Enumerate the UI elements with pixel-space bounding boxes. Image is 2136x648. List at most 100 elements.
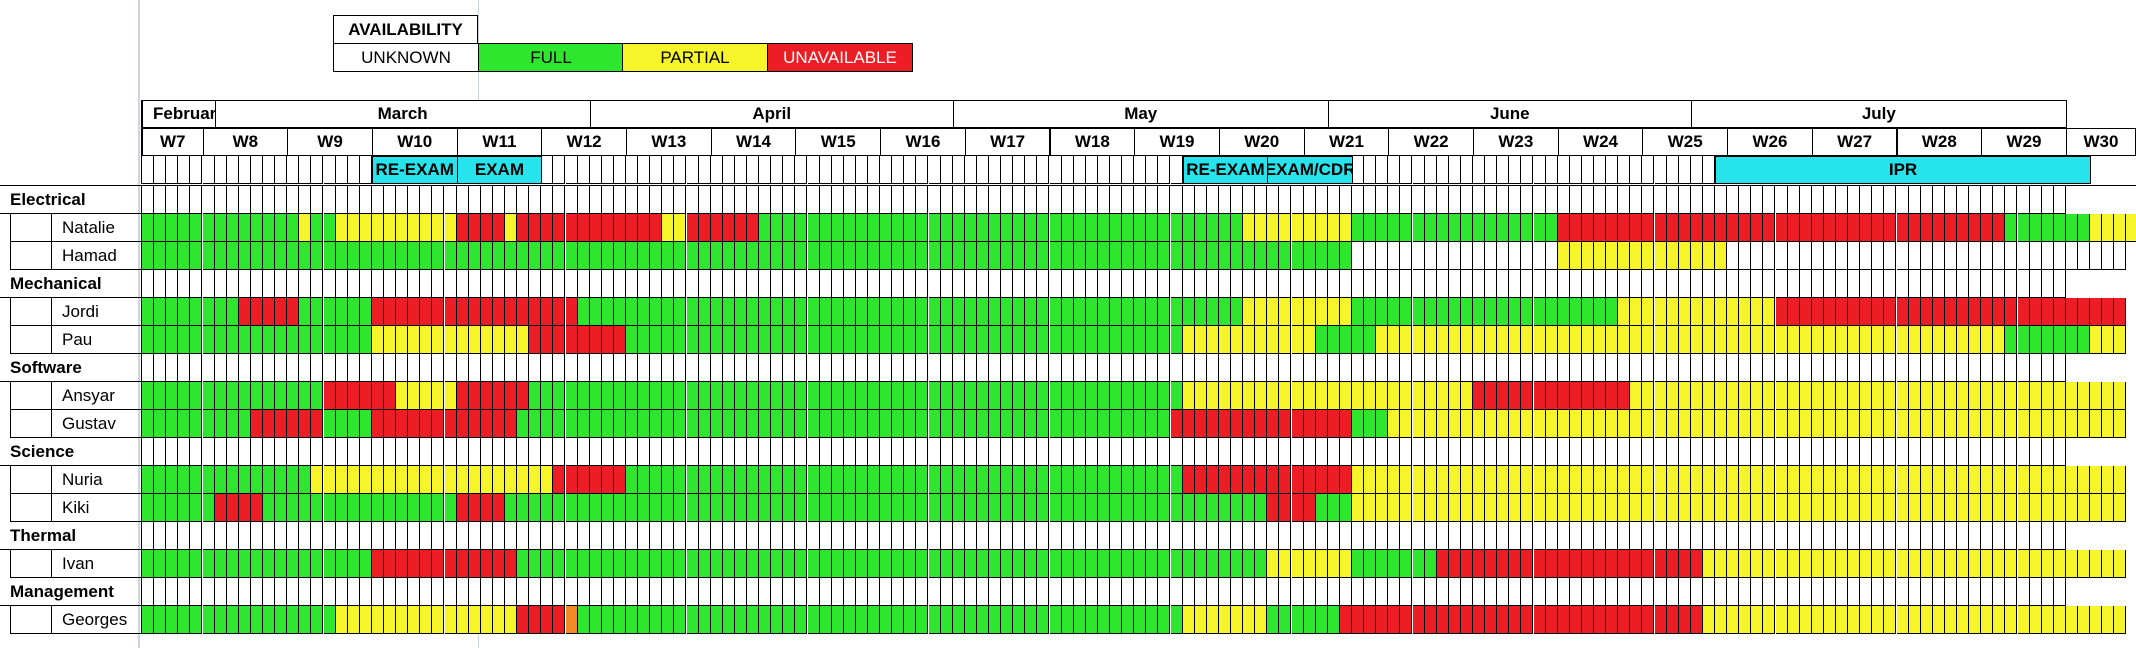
- availability-cell[interactable]: [1751, 382, 1764, 410]
- availability-cell[interactable]: [154, 550, 167, 578]
- availability-cell[interactable]: [1896, 326, 1909, 354]
- availability-cell[interactable]: [601, 410, 614, 438]
- availability-cell[interactable]: [1279, 214, 1292, 242]
- blank-day-cell[interactable]: [952, 354, 965, 382]
- availability-cell[interactable]: [734, 494, 747, 522]
- availability-cell[interactable]: [1944, 494, 1957, 522]
- availability-cell[interactable]: [2078, 326, 2091, 354]
- availability-cell[interactable]: [1073, 466, 1086, 494]
- availability-cell[interactable]: [1315, 494, 1328, 522]
- availability-cell[interactable]: [1908, 494, 1921, 522]
- availability-cell[interactable]: [505, 410, 518, 438]
- availability-cell[interactable]: [855, 494, 868, 522]
- blank-day-cell[interactable]: [384, 522, 397, 550]
- blank-day-cell[interactable]: [1763, 522, 1776, 550]
- availability-cell[interactable]: [1896, 550, 1909, 578]
- blank-day-cell[interactable]: [843, 578, 856, 606]
- availability-cell[interactable]: [396, 214, 409, 242]
- availability-cell[interactable]: [1327, 494, 1340, 522]
- day-cell[interactable]: [1134, 156, 1147, 184]
- availability-cell[interactable]: [2041, 550, 2054, 578]
- availability-cell[interactable]: [1122, 410, 1135, 438]
- availability-cell[interactable]: [1194, 298, 1207, 326]
- blank-day-cell[interactable]: [1013, 354, 1026, 382]
- availability-cell[interactable]: [250, 214, 263, 242]
- blank-day-cell[interactable]: [226, 522, 239, 550]
- blank-day-cell[interactable]: [1896, 578, 1909, 606]
- blank-day-cell[interactable]: [1182, 438, 1195, 466]
- availability-cell[interactable]: [1836, 606, 1849, 634]
- availability-cell[interactable]: [1702, 298, 1715, 326]
- availability-cell[interactable]: [928, 494, 941, 522]
- availability-cell[interactable]: [638, 298, 651, 326]
- availability-cell[interactable]: [1339, 298, 1352, 326]
- availability-cell[interactable]: [1158, 466, 1171, 494]
- availability-cell[interactable]: [1666, 242, 1679, 270]
- availability-cell[interactable]: [1944, 326, 1957, 354]
- availability-cell[interactable]: [517, 382, 530, 410]
- blank-day-cell[interactable]: [686, 186, 699, 214]
- availability-cell[interactable]: [154, 466, 167, 494]
- week-header[interactable]: W8: [202, 128, 289, 156]
- availability-cell[interactable]: [347, 214, 360, 242]
- availability-cell[interactable]: [1618, 326, 1631, 354]
- availability-cell[interactable]: [1836, 382, 1849, 410]
- availability-cell[interactable]: [1957, 550, 1970, 578]
- availability-cell[interactable]: [1424, 326, 1437, 354]
- availability-cell[interactable]: [2102, 606, 2115, 634]
- blank-day-cell[interactable]: [553, 438, 566, 466]
- availability-cell[interactable]: [1073, 298, 1086, 326]
- blank-day-cell[interactable]: [1231, 270, 1244, 298]
- availability-cell[interactable]: [2078, 466, 2091, 494]
- availability-cell[interactable]: [686, 410, 699, 438]
- blank-day-cell[interactable]: [456, 354, 469, 382]
- availability-cell[interactable]: [1860, 242, 1873, 270]
- week-header[interactable]: W16: [880, 128, 966, 156]
- availability-cell[interactable]: [1218, 242, 1231, 270]
- blank-day-cell[interactable]: [154, 438, 167, 466]
- blank-day-cell[interactable]: [964, 438, 977, 466]
- availability-cell[interactable]: [505, 242, 518, 270]
- availability-cell[interactable]: [1557, 410, 1570, 438]
- availability-cell[interactable]: [831, 466, 844, 494]
- blank-day-cell[interactable]: [1412, 578, 1425, 606]
- blank-day-cell[interactable]: [1267, 438, 1280, 466]
- blank-day-cell[interactable]: [795, 438, 808, 466]
- availability-cell[interactable]: [1969, 550, 1982, 578]
- availability-cell[interactable]: [831, 242, 844, 270]
- availability-cell[interactable]: [492, 214, 505, 242]
- availability-cell[interactable]: [1920, 214, 1933, 242]
- blank-day-cell[interactable]: [444, 186, 457, 214]
- availability-cell[interactable]: [1920, 242, 1933, 270]
- availability-cell[interactable]: [1279, 382, 1292, 410]
- blank-day-cell[interactable]: [359, 522, 372, 550]
- blank-day-cell[interactable]: [178, 186, 191, 214]
- availability-cell[interactable]: [1509, 242, 1522, 270]
- availability-cell[interactable]: [1376, 242, 1389, 270]
- blank-day-cell[interactable]: [783, 354, 796, 382]
- blank-day-cell[interactable]: [1702, 186, 1715, 214]
- blank-day-cell[interactable]: [335, 578, 348, 606]
- blank-day-cell[interactable]: [1715, 438, 1728, 466]
- blank-day-cell[interactable]: [1243, 354, 1256, 382]
- week-header[interactable]: W26: [1727, 128, 1813, 156]
- availability-cell[interactable]: [1521, 298, 1534, 326]
- blank-day-cell[interactable]: [589, 270, 602, 298]
- availability-cell[interactable]: [650, 214, 663, 242]
- availability-cell[interactable]: [1569, 494, 1582, 522]
- availability-cell[interactable]: [1823, 550, 1836, 578]
- availability-cell[interactable]: [1303, 494, 1316, 522]
- availability-cell[interactable]: [904, 466, 917, 494]
- blank-day-cell[interactable]: [650, 578, 663, 606]
- blank-day-cell[interactable]: [638, 270, 651, 298]
- availability-cell[interactable]: [2090, 382, 2103, 410]
- blank-day-cell[interactable]: [1739, 522, 1752, 550]
- blank-day-cell[interactable]: [1678, 354, 1691, 382]
- availability-cell[interactable]: [1485, 494, 1498, 522]
- blank-day-cell[interactable]: [1545, 522, 1558, 550]
- blank-day-cell[interactable]: [250, 186, 263, 214]
- blank-day-cell[interactable]: [1218, 354, 1231, 382]
- blank-day-cell[interactable]: [287, 354, 300, 382]
- availability-cell[interactable]: [541, 298, 554, 326]
- availability-cell[interactable]: [1013, 606, 1026, 634]
